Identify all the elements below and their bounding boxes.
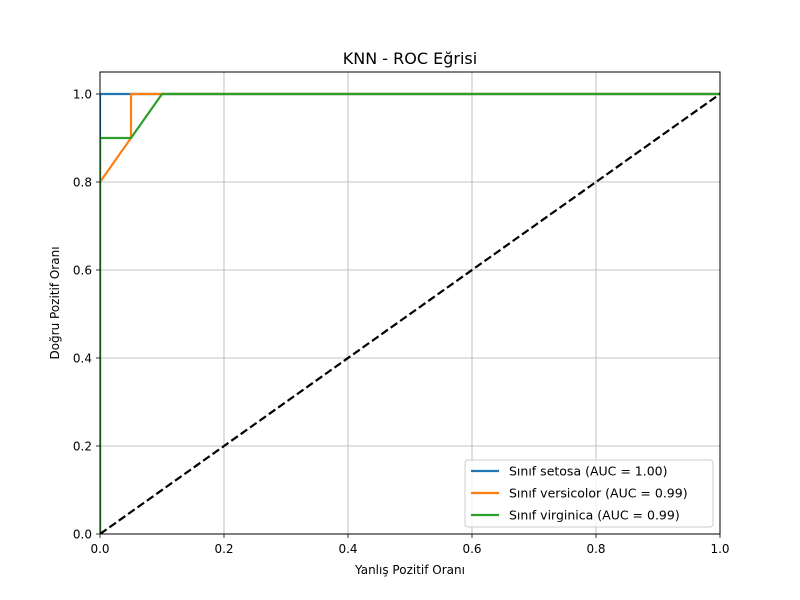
y-tick-label: 0.0 bbox=[73, 528, 92, 542]
x-tick-label: 0.4 bbox=[338, 542, 357, 556]
x-tick-label: 0.2 bbox=[214, 542, 233, 556]
legend-label-setosa: Sınıf setosa (AUC = 1.00) bbox=[509, 464, 668, 479]
series-group bbox=[100, 92, 720, 534]
chance-diagonal-line bbox=[100, 93, 720, 534]
y-axis-label: Doğru Pozitif Oranı bbox=[48, 246, 62, 359]
chart-title: KNN - ROC Eğrisi bbox=[343, 49, 477, 68]
y-tick-label: 1.0 bbox=[73, 88, 92, 102]
x-tick-label: 1.0 bbox=[710, 542, 729, 556]
grid-lines bbox=[99, 72, 721, 535]
x-tick-label: 0.8 bbox=[586, 542, 605, 556]
legend-label-virginica: Sınıf virginica (AUC = 0.99) bbox=[509, 508, 680, 523]
legend-label-versicolor: Sınıf versicolor (AUC = 0.99) bbox=[509, 486, 688, 501]
legend: Sınıf setosa (AUC = 1.00) Sınıf versicol… bbox=[464, 459, 714, 528]
y-tick-label: 0.6 bbox=[73, 264, 92, 278]
axis-ticks: 0.0 0.2 0.4 0.6 0.8 1.0 0.0 0.2 0.4 0.6 0.8 1.0 bbox=[73, 88, 730, 557]
plot-frame bbox=[99, 71, 721, 535]
y-tick-label: 0.4 bbox=[73, 352, 92, 366]
x-tick-label: 0.0 bbox=[90, 542, 109, 556]
y-tick-label: 0.8 bbox=[73, 176, 92, 190]
legend-box bbox=[464, 459, 714, 528]
roc-line-virginica bbox=[100, 92, 720, 534]
x-axis-label: Yanlış Pozitif Oranı bbox=[354, 563, 465, 577]
x-tick-label: 0.6 bbox=[462, 542, 481, 556]
y-tick-label: 0.2 bbox=[73, 440, 92, 454]
